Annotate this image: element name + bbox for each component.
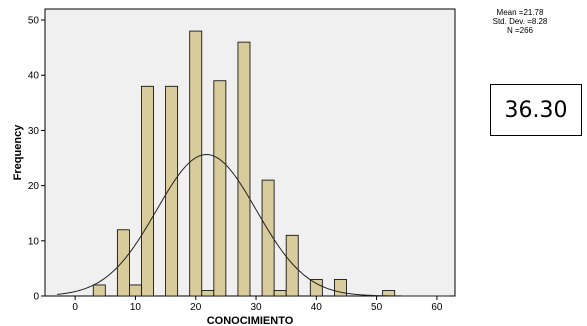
- bar-12: [141, 85, 154, 297]
- y-axis-title: Frequency: [12, 124, 24, 181]
- bars-group: [92, 30, 396, 297]
- bar-36: [285, 234, 299, 297]
- bar-32: [261, 179, 275, 297]
- y-tick-label-40: 40: [28, 71, 40, 82]
- y-tick-label-10: 10: [28, 236, 40, 247]
- bar-16: [165, 85, 179, 297]
- bar-34: [273, 290, 287, 297]
- y-tick-label-0: 0: [33, 292, 39, 303]
- x-axis-title: CONOCIMIENTO: [207, 315, 294, 326]
- bar-4: [92, 284, 106, 297]
- x-tick-label-0: 0: [72, 302, 78, 313]
- x-tick-label-40: 40: [311, 302, 323, 313]
- bar-20: [189, 30, 203, 297]
- value-box: 36.30: [490, 84, 582, 136]
- x-tick-label-20: 20: [190, 302, 202, 313]
- axes-group: 0 10 20 30 40 50 60 0 10 20 30 40 50: [28, 16, 443, 313]
- bar-22: [201, 290, 215, 297]
- bar-10: [129, 284, 142, 297]
- bar-40: [309, 279, 323, 297]
- y-tick-label-50: 50: [28, 16, 40, 27]
- x-tick-label-50: 50: [371, 302, 383, 313]
- normal-curve: [57, 154, 449, 297]
- bar-24: [213, 80, 227, 297]
- bar-44: [334, 279, 347, 297]
- y-tick-label-30: 30: [28, 126, 40, 137]
- stats-mean: Mean =21.78: [497, 8, 544, 17]
- stats-n: N =266: [507, 26, 534, 35]
- stats-std-dev: Std. Dev. =8.28: [493, 17, 548, 26]
- bar-8: [116, 229, 130, 297]
- y-tick-label-20: 20: [28, 181, 40, 192]
- x-tick-label-30: 30: [250, 302, 262, 313]
- x-tick-label-10: 10: [130, 302, 142, 313]
- bar-28: [237, 41, 251, 297]
- x-tick-label-60: 60: [431, 302, 443, 313]
- bar-52: [382, 290, 396, 297]
